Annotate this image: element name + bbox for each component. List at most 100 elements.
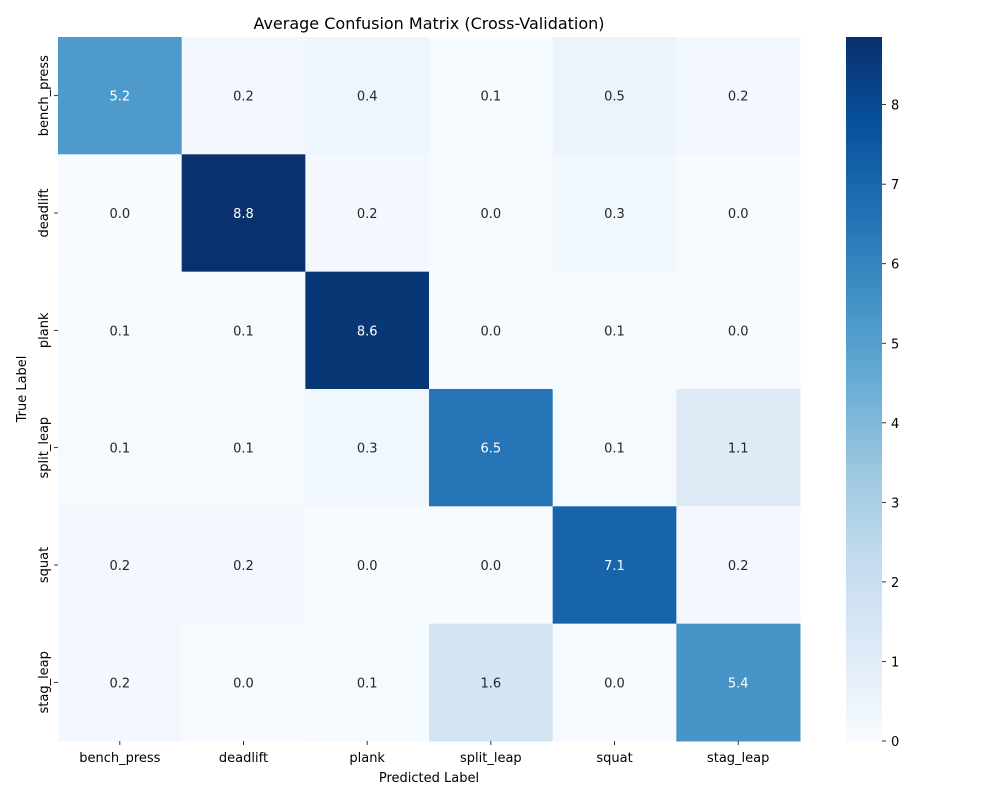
chart-title: Average Confusion Matrix (Cross-Validati… [253,14,604,33]
colorbar-tick-label: 8 [891,99,899,114]
colorbar-tick-label: 7 [891,178,899,193]
heatmap-cell [429,506,554,625]
heatmap-cell [429,154,554,273]
cell-value-label: 0.2 [233,90,254,105]
colorbar-tick-label: 6 [891,258,899,273]
heatmap-cell [181,37,306,155]
heatmap-cell [676,37,801,155]
cell-value-label: 0.5 [604,90,625,105]
y-tick-label: plank [37,312,52,348]
cell-value-label: 0.1 [109,324,130,339]
heatmap-cell [58,271,183,390]
heatmap-cell [676,271,801,390]
cell-value-label: 0.0 [481,207,502,222]
heatmap-cell [305,37,430,155]
heatmap-cell [58,37,183,155]
cell-value-label: 0.0 [481,324,502,339]
colorbar-tick-label: 4 [891,417,899,432]
cell-value-label: 0.2 [728,559,749,574]
heatmap-cell [58,388,183,507]
heatmap-cell [58,154,183,273]
heatmap-cell [552,271,677,390]
cell-value-label: 0.1 [233,442,254,457]
cell-value-label: 0.1 [481,90,502,105]
heatmap-cell [305,506,430,625]
cell-value-label: 0.1 [604,442,625,457]
cell-value-label: 0.0 [233,676,254,691]
cell-value-label: 1.6 [481,676,502,691]
cell-value-label: 0.0 [728,207,749,222]
heatmap-cell [58,623,183,742]
y-tick-label: squat [37,547,52,583]
heatmap-cell [552,506,677,625]
heatmap-cell [58,506,183,625]
x-axis-ticks: bench_press deadlift plank split_leap squat s… [79,740,769,766]
cell-value-label: 0.0 [728,324,749,339]
x-tick-label: split_leap [460,751,522,766]
cell-value-label: 0.2 [728,90,749,105]
cell-value-label: 0.4 [357,90,378,105]
heatmap-cell [552,37,677,155]
colorbar-ticks: 0 1 2 3 4 5 6 7 8 [882,99,899,750]
colorbar [846,37,882,741]
cell-value-label: 8.8 [233,207,254,222]
cell-value-label: 0.0 [481,559,502,574]
y-tick-label: bench_press [37,55,52,136]
x-tick-label: plank [349,751,385,766]
cell-value-label: 0.2 [109,559,130,574]
heatmap-cell [305,388,430,507]
heatmap-cell [676,623,801,742]
cell-value-label: 0.1 [604,324,625,339]
heatmap-cell [181,623,306,742]
x-axis-label: Predicted Label [379,771,479,786]
cell-value-label: 0.1 [109,442,130,457]
heatmap-cell [552,388,677,507]
cell-value-label: 0.3 [357,442,378,457]
cell-value-label: 0.0 [604,676,625,691]
heatmap-cell [181,388,306,507]
heatmap-cell [181,271,306,390]
colorbar-tick-label: 2 [891,576,899,591]
heatmap-cell [305,271,430,390]
cell-value-label: 7.1 [604,559,625,574]
x-tick-label: stag_leap [707,751,769,766]
heatmap-cell [676,154,801,273]
heatmap-cell [676,388,801,507]
cell-value-label: 0.2 [357,207,378,222]
cell-value-label: 8.6 [357,324,378,339]
heatmap-cell [429,271,554,390]
y-tick-label: split_leap [37,417,52,479]
heatmap-cell [429,388,554,507]
heatmap-cell [181,154,306,273]
heatmap-cell [676,506,801,625]
cell-value-label: 0.1 [357,676,378,691]
cell-value-labels: 5.2 0.2 0.4 0.1 0.5 0.2 0.0 8.8 0.2 0.0 0.3 0.0 0.1 0… [109,90,748,692]
cell-value-label: 0.0 [109,207,130,222]
cell-value-label: 5.2 [109,90,130,105]
y-tick-label: stag_leap [37,651,52,713]
y-axis-label: True Label [15,356,30,424]
x-tick-label: deadlift [219,751,268,766]
cell-value-label: 0.0 [357,559,378,574]
heatmap-cells [58,37,801,742]
heatmap-cell [181,506,306,625]
colorbar-tick-label: 5 [891,337,899,352]
heatmap-cell [429,37,554,155]
cell-value-label: 0.2 [109,676,130,691]
colorbar-tick-label: 3 [891,496,899,511]
cell-value-label: 5.4 [728,676,749,691]
heatmap-cell [552,154,677,273]
heatmap-cell [305,154,430,273]
colorbar-tick-label: 1 [891,655,899,670]
heatmap-cell [552,623,677,742]
x-tick-label: squat [596,751,632,766]
heatmap-cell [305,623,430,742]
heatmap-cell [429,623,554,742]
cell-value-label: 0.1 [233,324,254,339]
cell-value-label: 1.1 [728,442,749,457]
y-tick-label: deadlift [37,188,52,237]
cell-value-label: 0.3 [604,207,625,222]
colorbar-tick-label: 0 [891,735,899,750]
